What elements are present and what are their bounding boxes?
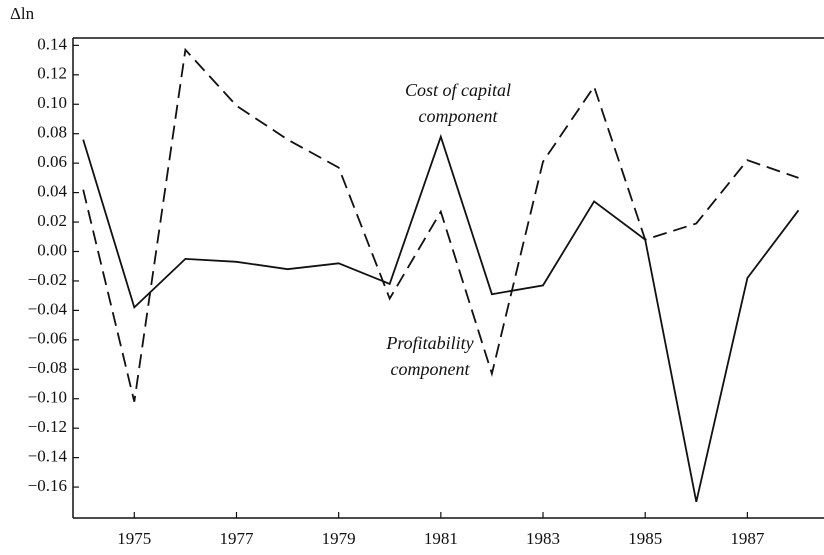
y-tick-label: −0.10: [28, 388, 67, 407]
x-tick-label: 1977: [219, 529, 254, 548]
y-tick-label: 0.10: [37, 93, 67, 112]
annotation: Profitability: [385, 333, 473, 353]
y-tick-label: 0.06: [37, 152, 67, 171]
y-tick-label: 0.00: [37, 240, 67, 259]
y-tick-label: 0.12: [37, 64, 67, 83]
y-tick-label: −0.08: [28, 358, 67, 377]
y-tick-label: −0.04: [28, 299, 68, 318]
x-tick-label: 1979: [322, 529, 356, 548]
x-tick-label: 1985: [628, 529, 662, 548]
y-tick-label: −0.02: [28, 270, 67, 289]
x-tick-label: 1983: [526, 529, 560, 548]
y-tick-label: 0.14: [37, 34, 67, 53]
annotation: component: [391, 359, 471, 379]
x-tick-label: 1975: [117, 529, 151, 548]
y-axis-label: Δln: [10, 4, 35, 23]
x-tick-label: 1981: [424, 529, 458, 548]
y-tick-label: −0.16: [28, 476, 67, 495]
y-tick-label: −0.12: [28, 417, 67, 436]
y-tick-label: 0.02: [37, 211, 67, 230]
x-tick-label: 1987: [730, 529, 765, 548]
series-line: [82, 47, 799, 402]
y-tick-label: 0.04: [37, 182, 67, 201]
y-tick-label: −0.14: [28, 447, 68, 466]
y-tick-label: 0.08: [37, 123, 67, 142]
annotation: Cost of capital: [405, 80, 511, 100]
series-line: [82, 133, 800, 503]
annotation: component: [419, 106, 499, 126]
y-tick-label: −0.06: [28, 329, 67, 348]
